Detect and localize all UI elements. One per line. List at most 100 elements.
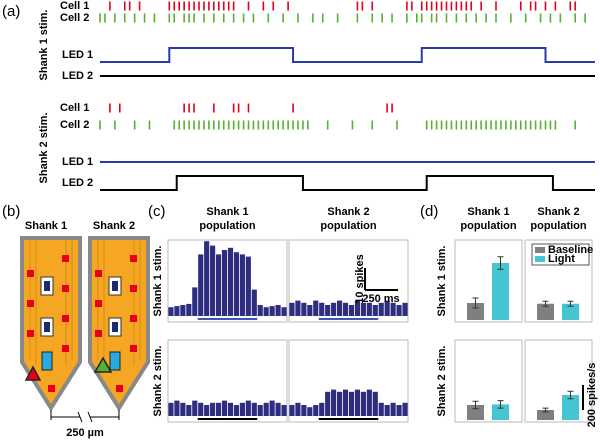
bar: [492, 263, 509, 320]
histogram-bar: [366, 302, 372, 316]
legend-box: [531, 243, 590, 266]
scale-label: 250 ms: [362, 293, 399, 305]
cell-label: Cell 1: [60, 102, 89, 114]
histogram-bar: [372, 391, 378, 416]
scale-bracket: [50, 410, 120, 423]
error-bar: [497, 400, 504, 409]
histogram-bar: [233, 405, 239, 416]
histogram-bar: [384, 300, 390, 316]
bar: [492, 404, 509, 420]
histogram-bar: [372, 305, 378, 316]
histogram-bar: [198, 402, 204, 416]
histogram-bar: [275, 305, 281, 316]
histogram-bar: [269, 306, 275, 316]
histogram-bar: [337, 391, 343, 416]
bar: [537, 303, 554, 320]
histogram-bar: [313, 405, 319, 416]
led-trace: [100, 47, 595, 63]
histogram-bar: [221, 250, 228, 316]
histogram-bar: [307, 305, 313, 316]
led: [109, 351, 121, 371]
legend-swatch: [535, 247, 545, 253]
histogram-bar: [325, 305, 331, 316]
histogram-bar: [295, 402, 301, 416]
shank-label: Shank 2: [93, 220, 135, 232]
bar: [537, 410, 554, 420]
histogram-bar: [348, 391, 355, 416]
panel-label: (c): [148, 203, 166, 220]
plot-frame: [454, 339, 523, 423]
cell-icon: [24, 365, 42, 381]
error-bar: [497, 256, 504, 270]
histogram-bar: [275, 402, 281, 416]
legend-swatch: [535, 256, 545, 262]
histogram-bar: [307, 407, 313, 416]
histogram-bar: [269, 400, 275, 416]
histogram-bar: [168, 307, 174, 316]
led-label: LED 1: [62, 49, 93, 61]
scale-label: 200 spikes/s: [586, 363, 598, 428]
histogram-bar: [396, 405, 402, 416]
histogram-bar: [319, 302, 325, 316]
histogram-bar: [281, 405, 287, 416]
column-header: Shank 2: [537, 206, 579, 218]
histogram-bar: [174, 400, 180, 416]
histogram-bar: [402, 302, 408, 316]
histogram-bar: [331, 389, 337, 416]
histogram-bar: [289, 302, 295, 316]
histogram-bar: [180, 305, 186, 316]
histogram-bar: [186, 303, 192, 316]
histogram-bar: [301, 405, 307, 416]
histogram-bar: [348, 305, 355, 316]
row-header: Shank 1 stim.: [152, 246, 164, 317]
histogram-bar: [239, 254, 245, 316]
led-label: LED 2: [62, 177, 93, 189]
column-header: Shank 1: [206, 206, 248, 218]
cell-icon: [93, 356, 113, 373]
histogram-bar: [390, 302, 396, 316]
histogram-bar: [204, 405, 210, 416]
histogram-bar: [313, 300, 319, 316]
plot-frame: [454, 239, 523, 323]
histogram-bar: [402, 402, 408, 416]
probe-diagram: Shank 1 Shank 2 250 µm: [20, 220, 150, 439]
histogram-bar: [378, 302, 384, 316]
plot-frame: [288, 239, 409, 323]
error-bar: [542, 300, 549, 307]
histogram-bar: [263, 307, 269, 316]
histogram-bar: [168, 402, 174, 416]
error-bar: [472, 400, 479, 410]
column-header: Shank 1: [467, 206, 509, 218]
row-header: Shank 2 stim.: [436, 346, 448, 417]
histogram-bar: [325, 391, 331, 416]
histogram-bar: [342, 302, 349, 316]
histogram-bar: [281, 307, 287, 316]
histogram-bar: [319, 402, 325, 416]
histogram-bar: [384, 405, 390, 416]
led: [41, 351, 53, 371]
histogram-bar: [366, 389, 372, 416]
histogram-bar: [227, 247, 234, 316]
histogram-bar: [342, 389, 349, 416]
histogram-bar: [204, 241, 210, 316]
histogram-bar: [174, 306, 180, 316]
scale-label: 10 spikes: [354, 254, 366, 304]
histogram-bar: [360, 391, 366, 416]
bar: [562, 303, 579, 320]
column-header: population: [199, 220, 255, 232]
plot-frame: [524, 339, 593, 423]
histogram-bar: [257, 405, 263, 416]
histogram-bar: [331, 302, 337, 316]
panel-label: (d): [420, 203, 438, 220]
histogram-bar: [396, 305, 402, 316]
cell-label: Cell 2: [60, 119, 89, 131]
histogram-bar: [227, 402, 234, 416]
histogram-bar: [378, 402, 384, 416]
row-header: Shank 2 stim.: [152, 346, 164, 417]
histogram-bar: [186, 405, 192, 416]
column-header: population: [530, 220, 586, 232]
sites: [27, 255, 137, 392]
histogram-bar: [233, 252, 239, 316]
histogram-bar: [210, 402, 216, 416]
